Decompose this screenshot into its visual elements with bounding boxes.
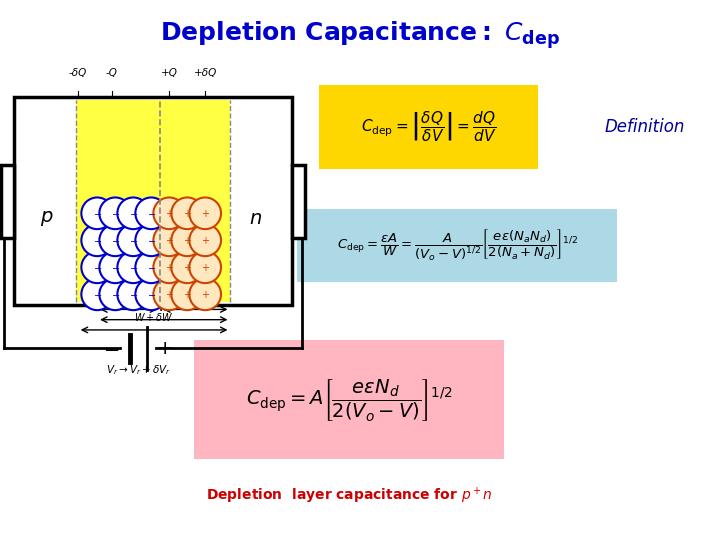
Ellipse shape: [81, 279, 113, 310]
Text: $+$: $+$: [201, 235, 210, 246]
Text: $+$: $+$: [165, 235, 174, 246]
Text: $W$: $W$: [158, 301, 170, 313]
Text: $-$: $-$: [147, 262, 156, 272]
Ellipse shape: [189, 252, 221, 283]
Ellipse shape: [135, 252, 167, 283]
Text: $-$: $-$: [93, 235, 102, 245]
Ellipse shape: [153, 198, 185, 229]
Text: $\mathbf{Depletion\ Capacitance:}\ C_{\mathbf{dep}}$: $\mathbf{Depletion\ Capacitance:}\ C_{\m…: [160, 19, 560, 51]
Text: $-$: $-$: [93, 262, 102, 272]
Ellipse shape: [117, 252, 149, 283]
Text: $C_{\mathrm{dep}} = \dfrac{\varepsilon A}{W} = \dfrac{A}{(V_o - V)^{1/2}}\left[\: $C_{\mathrm{dep}} = \dfrac{\varepsilon A…: [336, 228, 578, 264]
Ellipse shape: [81, 198, 113, 229]
Text: Depletion  layer capacitance for $p^+n$: Depletion layer capacitance for $p^+n$: [206, 485, 492, 506]
Text: $-$: $-$: [147, 208, 156, 218]
Text: $+$: $+$: [201, 262, 210, 273]
Text: $-$: $-$: [111, 235, 120, 245]
Ellipse shape: [99, 225, 131, 256]
Text: $-$: $-$: [93, 289, 102, 299]
Text: -δQ: -δQ: [68, 68, 87, 78]
Text: $+$: $+$: [201, 208, 210, 219]
Ellipse shape: [189, 225, 221, 256]
Ellipse shape: [171, 279, 203, 310]
Text: $-$: $-$: [93, 208, 102, 218]
Ellipse shape: [117, 198, 149, 229]
Bar: [194, 340, 504, 459]
Ellipse shape: [117, 279, 149, 310]
Text: $-$: $-$: [147, 289, 156, 299]
Text: $W_p$: $W_p$: [121, 288, 137, 302]
Text: $-$: $-$: [147, 235, 156, 245]
Text: $+$: $+$: [165, 208, 174, 219]
Text: $+$: $+$: [183, 262, 192, 273]
Text: $+$: $+$: [183, 235, 192, 246]
Text: $C_{\mathrm{dep}} = \left|\dfrac{\delta Q}{\delta V}\right| = \dfrac{dQ}{dV}$: $C_{\mathrm{dep}} = \left|\dfrac{\delta …: [361, 110, 496, 144]
Text: $+$: $+$: [183, 289, 192, 300]
Bar: [292, 165, 305, 238]
Text: $+$: $+$: [156, 339, 172, 358]
Text: $+$: $+$: [183, 208, 192, 219]
Text: $-$: $-$: [111, 262, 120, 272]
Ellipse shape: [135, 225, 167, 256]
Bar: [319, 85, 539, 168]
Bar: [76, 100, 230, 302]
Ellipse shape: [153, 225, 185, 256]
Ellipse shape: [117, 225, 149, 256]
Text: +Q: +Q: [161, 68, 178, 78]
Text: $+$: $+$: [201, 289, 210, 300]
Ellipse shape: [81, 252, 113, 283]
Text: $+$: $+$: [165, 289, 174, 300]
Ellipse shape: [171, 198, 203, 229]
Text: $-$: $-$: [129, 208, 138, 218]
Ellipse shape: [99, 252, 131, 283]
Text: $-$: $-$: [129, 289, 138, 299]
Bar: [297, 209, 618, 282]
Text: $n$: $n$: [249, 209, 262, 228]
Text: -Q: -Q: [106, 68, 117, 78]
Text: $-$: $-$: [129, 262, 138, 272]
Text: $p$: $p$: [40, 209, 53, 228]
Ellipse shape: [135, 279, 167, 310]
Text: $W + \delta W$: $W + \delta W$: [135, 311, 174, 323]
Bar: [1, 165, 14, 238]
Text: $V_r \rightarrow V_r + \delta V_r$: $V_r \rightarrow V_r + \delta V_r$: [106, 363, 171, 377]
Bar: [14, 97, 292, 305]
Ellipse shape: [135, 198, 167, 229]
Ellipse shape: [99, 279, 131, 310]
Text: $-$: $-$: [111, 289, 120, 299]
Text: +δQ: +δQ: [194, 68, 217, 78]
Ellipse shape: [99, 198, 131, 229]
Text: $-$: $-$: [129, 235, 138, 245]
Text: $+$: $+$: [165, 262, 174, 273]
Text: $W_n$: $W_n$: [188, 288, 203, 302]
Ellipse shape: [153, 252, 185, 283]
Text: $-$: $-$: [104, 339, 120, 358]
Ellipse shape: [81, 225, 113, 256]
Text: $-$: $-$: [111, 208, 120, 218]
Ellipse shape: [171, 252, 203, 283]
Text: $C_{\mathrm{dep}} = A\left[\dfrac{e\varepsilon N_d}{2(V_o - V)}\right]^{1/2}$: $C_{\mathrm{dep}} = A\left[\dfrac{e\vare…: [246, 376, 452, 423]
Ellipse shape: [153, 279, 185, 310]
Ellipse shape: [189, 198, 221, 229]
Ellipse shape: [171, 225, 203, 256]
Ellipse shape: [189, 279, 221, 310]
Text: Definition: Definition: [604, 118, 685, 136]
